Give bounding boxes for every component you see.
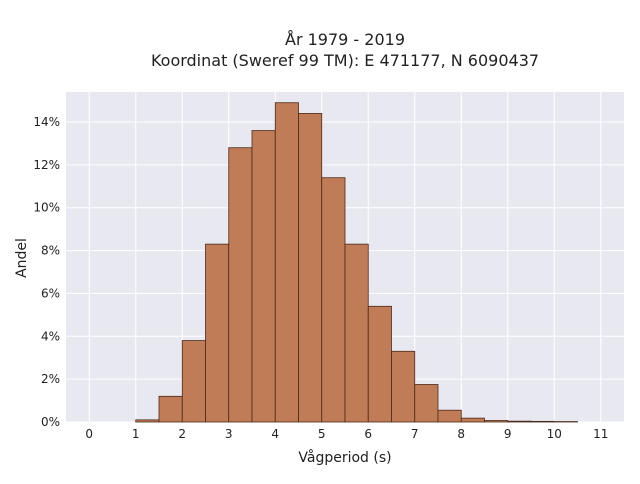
y-tick-label: 8% [41,244,60,258]
x-tick-labels: 0 1 2 3 4 5 6 7 8 9 10 11 [85,427,608,441]
histogram-bar [206,244,229,422]
x-tick-label: 4 [271,427,279,441]
histogram-bar [136,420,159,422]
histogram-bar [322,178,345,422]
histogram-bar [461,418,484,422]
histogram-bar [415,385,438,423]
histogram-bar [508,421,531,422]
y-tick-label: 14% [33,115,60,129]
histogram-bar [368,306,391,422]
y-tick-label: 6% [41,286,60,300]
histogram-bar [392,351,415,422]
y-axis-label: Andel [14,238,30,278]
x-axis-label: Vågperiod (s) [298,449,391,466]
histogram-bar [345,244,368,422]
chart-title: År 1979 - 2019 [285,30,405,49]
x-tick-label: 5 [318,427,326,441]
histogram-bar [438,410,461,422]
x-tick-label: 0 [85,427,93,441]
y-tick-label: 12% [33,158,60,172]
y-tick-label: 4% [41,329,60,343]
chart-subtitle: Koordinat (Sweref 99 TM): E 471177, N 60… [151,51,539,70]
y-tick-labels: 0% 2% 4% 6% 8% 10% 12% 14% [33,115,60,429]
x-tick-label: 3 [225,427,233,441]
x-tick-label: 9 [504,427,512,441]
x-tick-label: 7 [411,427,419,441]
histogram-bar [531,421,554,422]
histogram-bar [299,113,322,422]
x-tick-label: 8 [457,427,465,441]
x-tick-label: 6 [364,427,372,441]
histogram-bar [275,103,298,422]
y-tick-label: 10% [33,201,60,215]
y-tick-label: 0% [41,415,60,429]
histogram-bar [485,421,508,423]
y-tick-label: 2% [41,372,60,386]
x-tick-label: 10 [547,427,562,441]
x-tick-label: 1 [132,427,140,441]
histogram-bar [159,396,182,422]
histogram-bar [229,148,252,422]
histogram-bar [182,341,205,422]
histogram-bar [252,131,275,422]
x-tick-label: 2 [178,427,186,441]
x-tick-label: 11 [593,427,608,441]
